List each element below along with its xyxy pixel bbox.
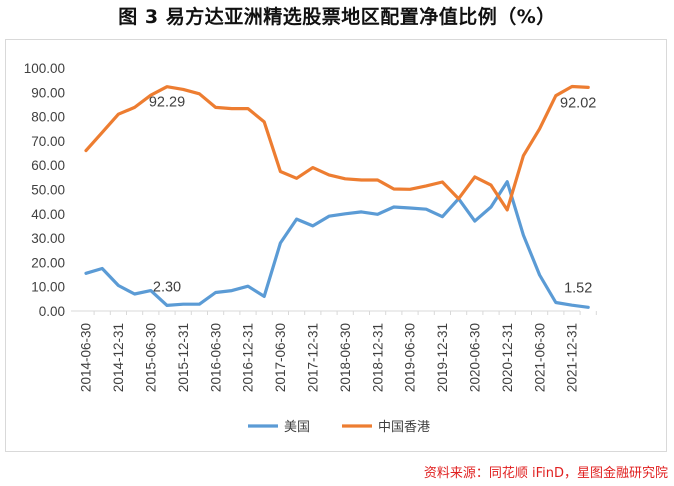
x-tick-label: 2020-12-31 [500, 323, 515, 392]
data-label: 92.02 [560, 95, 596, 111]
x-tick-label: 2020-06-30 [468, 323, 483, 392]
data-label: 92.29 [149, 95, 185, 111]
data-label: 1.52 [564, 280, 592, 296]
y-tick-label: 60.00 [31, 158, 65, 173]
y-tick-label: 10.00 [31, 280, 65, 295]
y-tick-label: 100.00 [24, 61, 65, 76]
x-tick-label: 2014-06-30 [79, 323, 94, 392]
x-tick-label: 2016-06-30 [208, 323, 223, 392]
series-line-us [84, 180, 590, 309]
data-labels: 92.29 92.02 2.30 1.52 [149, 95, 596, 297]
x-tick-label: 2014-12-31 [111, 323, 126, 392]
chart-title: 图 3 易方达亚洲精选股票地区配置净值比例（%） [118, 6, 556, 28]
x-tick-label: 2017-06-30 [273, 323, 288, 392]
x-tick-label: 2019-06-30 [403, 323, 418, 392]
legend-label: 中国香港 [378, 420, 430, 435]
series-lines [84, 84, 590, 309]
y-tick-label: 80.00 [31, 110, 65, 125]
x-tick-label: 2017-12-31 [306, 323, 321, 392]
y-tick-label: 30.00 [31, 231, 65, 246]
y-tick-label: 0.00 [39, 304, 65, 319]
y-tick-label: 50.00 [31, 183, 65, 198]
x-tick-label: 2018-06-30 [338, 323, 353, 392]
x-tick-label: 2019-12-31 [435, 323, 450, 392]
chart-frame [5, 39, 667, 452]
series-line-hk [84, 84, 590, 212]
x-tick-label: 2021-06-30 [532, 323, 547, 392]
x-tick-label: 2018-12-31 [370, 323, 385, 392]
legend-label: 美国 [284, 420, 310, 435]
data-label: 2.30 [153, 279, 181, 295]
y-tick-label: 40.00 [31, 207, 65, 222]
legend: 美国 中国香港 [248, 420, 430, 435]
x-tick-label: 2021-12-31 [565, 323, 580, 392]
y-tick-label: 70.00 [31, 134, 65, 149]
y-axis: 0.00 10.00 20.00 30.00 40.00 50.00 60.00 70.00 8… [24, 61, 65, 319]
x-tick-label: 2015-12-31 [176, 323, 191, 392]
y-tick-label: 90.00 [31, 85, 65, 100]
y-tick-label: 20.00 [31, 255, 65, 270]
x-tick-label: 2015-06-30 [144, 323, 159, 392]
x-axis: 2014-06-30 2014-12-31 2015-06-30 2015-12-31… [71, 310, 597, 392]
source-note: 资料来源：同花顺 iFinD，星图金融研究院 [423, 466, 668, 481]
x-tick-label: 2016-12-31 [241, 323, 256, 392]
